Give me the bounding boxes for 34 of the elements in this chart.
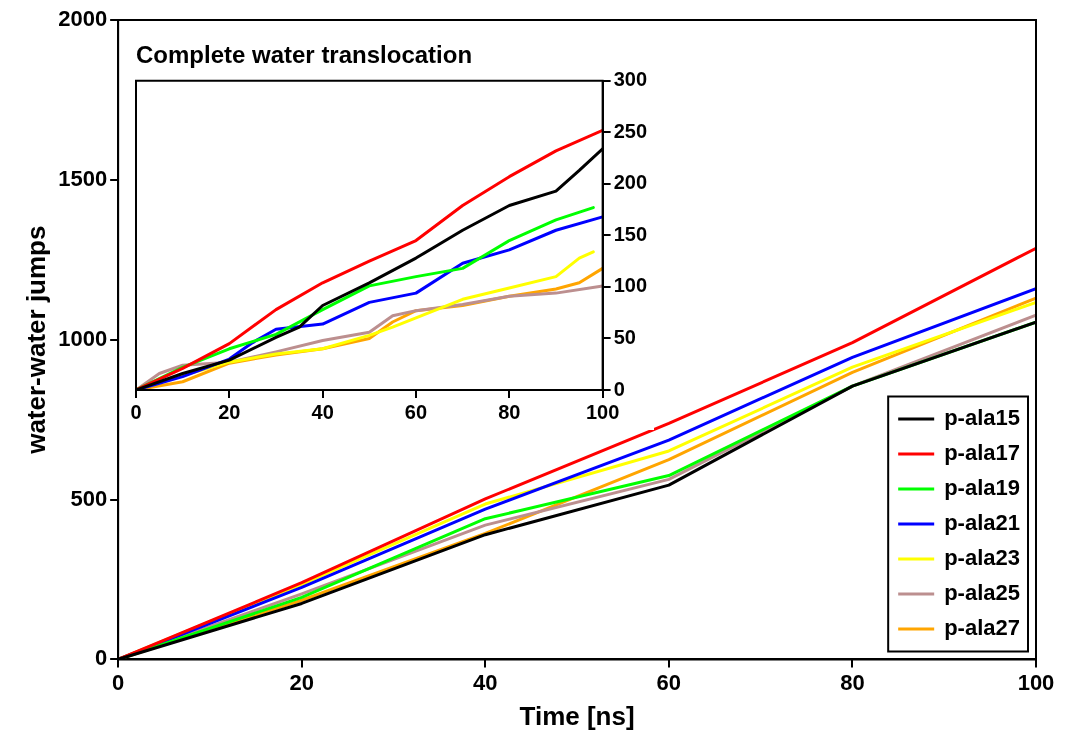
legend-label: p-ala17 <box>944 439 1021 465</box>
y-tick-label: 500 <box>70 485 108 511</box>
y2-tick-label: 100 <box>613 274 648 297</box>
x-tick-label: 100 <box>1017 669 1055 695</box>
legend-label: p-ala27 <box>944 614 1021 640</box>
chart-title: Complete water translocation <box>136 41 473 69</box>
y-tick-label: 1500 <box>58 165 108 191</box>
x-tick-label: 0 <box>130 400 142 423</box>
x-tick-label: 40 <box>473 669 498 695</box>
y-tick-label: 2000 <box>58 6 108 32</box>
y-axis-title: water-water jumps <box>20 225 51 455</box>
legend-label: p-ala25 <box>944 579 1021 605</box>
legend-label: p-ala21 <box>944 509 1021 535</box>
x-tick-label: 60 <box>404 400 428 423</box>
x-axis-title: Time [ns] <box>519 700 635 731</box>
x-tick-label: 60 <box>656 669 682 695</box>
x-tick-label: 20 <box>218 400 241 423</box>
x-tick-label: 80 <box>498 400 521 423</box>
x-tick-label: 40 <box>311 400 334 423</box>
y2-tick-label: 150 <box>613 222 648 245</box>
y-tick-label: 1000 <box>58 325 108 351</box>
y2-tick-label: 300 <box>613 68 648 91</box>
legend-label: p-ala15 <box>944 404 1021 430</box>
legend-label: p-ala19 <box>944 474 1021 500</box>
x-tick-label: 80 <box>840 669 865 695</box>
y2-tick-label: 50 <box>613 325 636 348</box>
y2-tick-label: 250 <box>613 119 648 142</box>
x-tick-label: 20 <box>289 669 314 695</box>
y-tick-label: 0 <box>94 645 108 671</box>
legend-label: p-ala23 <box>944 544 1021 570</box>
x-tick-label: 100 <box>585 400 620 423</box>
x-tick-label: 0 <box>112 669 125 695</box>
y2-tick-label: 200 <box>613 171 648 194</box>
y2-tick-label: 0 <box>613 377 625 400</box>
